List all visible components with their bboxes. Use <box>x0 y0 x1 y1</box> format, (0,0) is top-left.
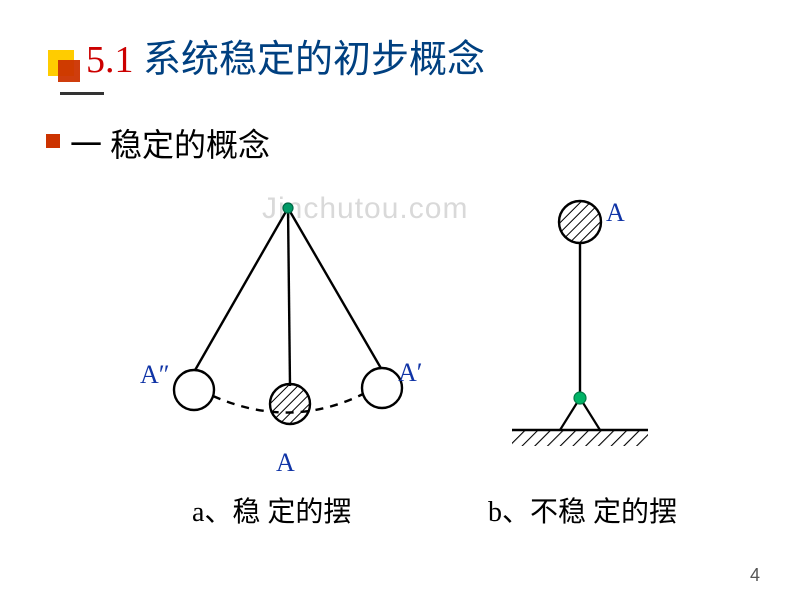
caption-stable: a、稳 定的摆 <box>192 490 351 530</box>
slide: 5.1 系统稳定的初步概念 一 稳定的概念 Jinchutou.com <box>0 0 800 600</box>
label-a-double-prime: A″ <box>140 360 170 390</box>
label-b-a: A <box>606 198 625 228</box>
label-a: A <box>276 448 295 478</box>
page-number: 4 <box>750 565 760 586</box>
pendulum-stable-diagram <box>0 0 800 600</box>
caption-unstable: b、不稳 定的摆 <box>488 490 677 530</box>
label-a-prime: A′ <box>398 358 422 388</box>
